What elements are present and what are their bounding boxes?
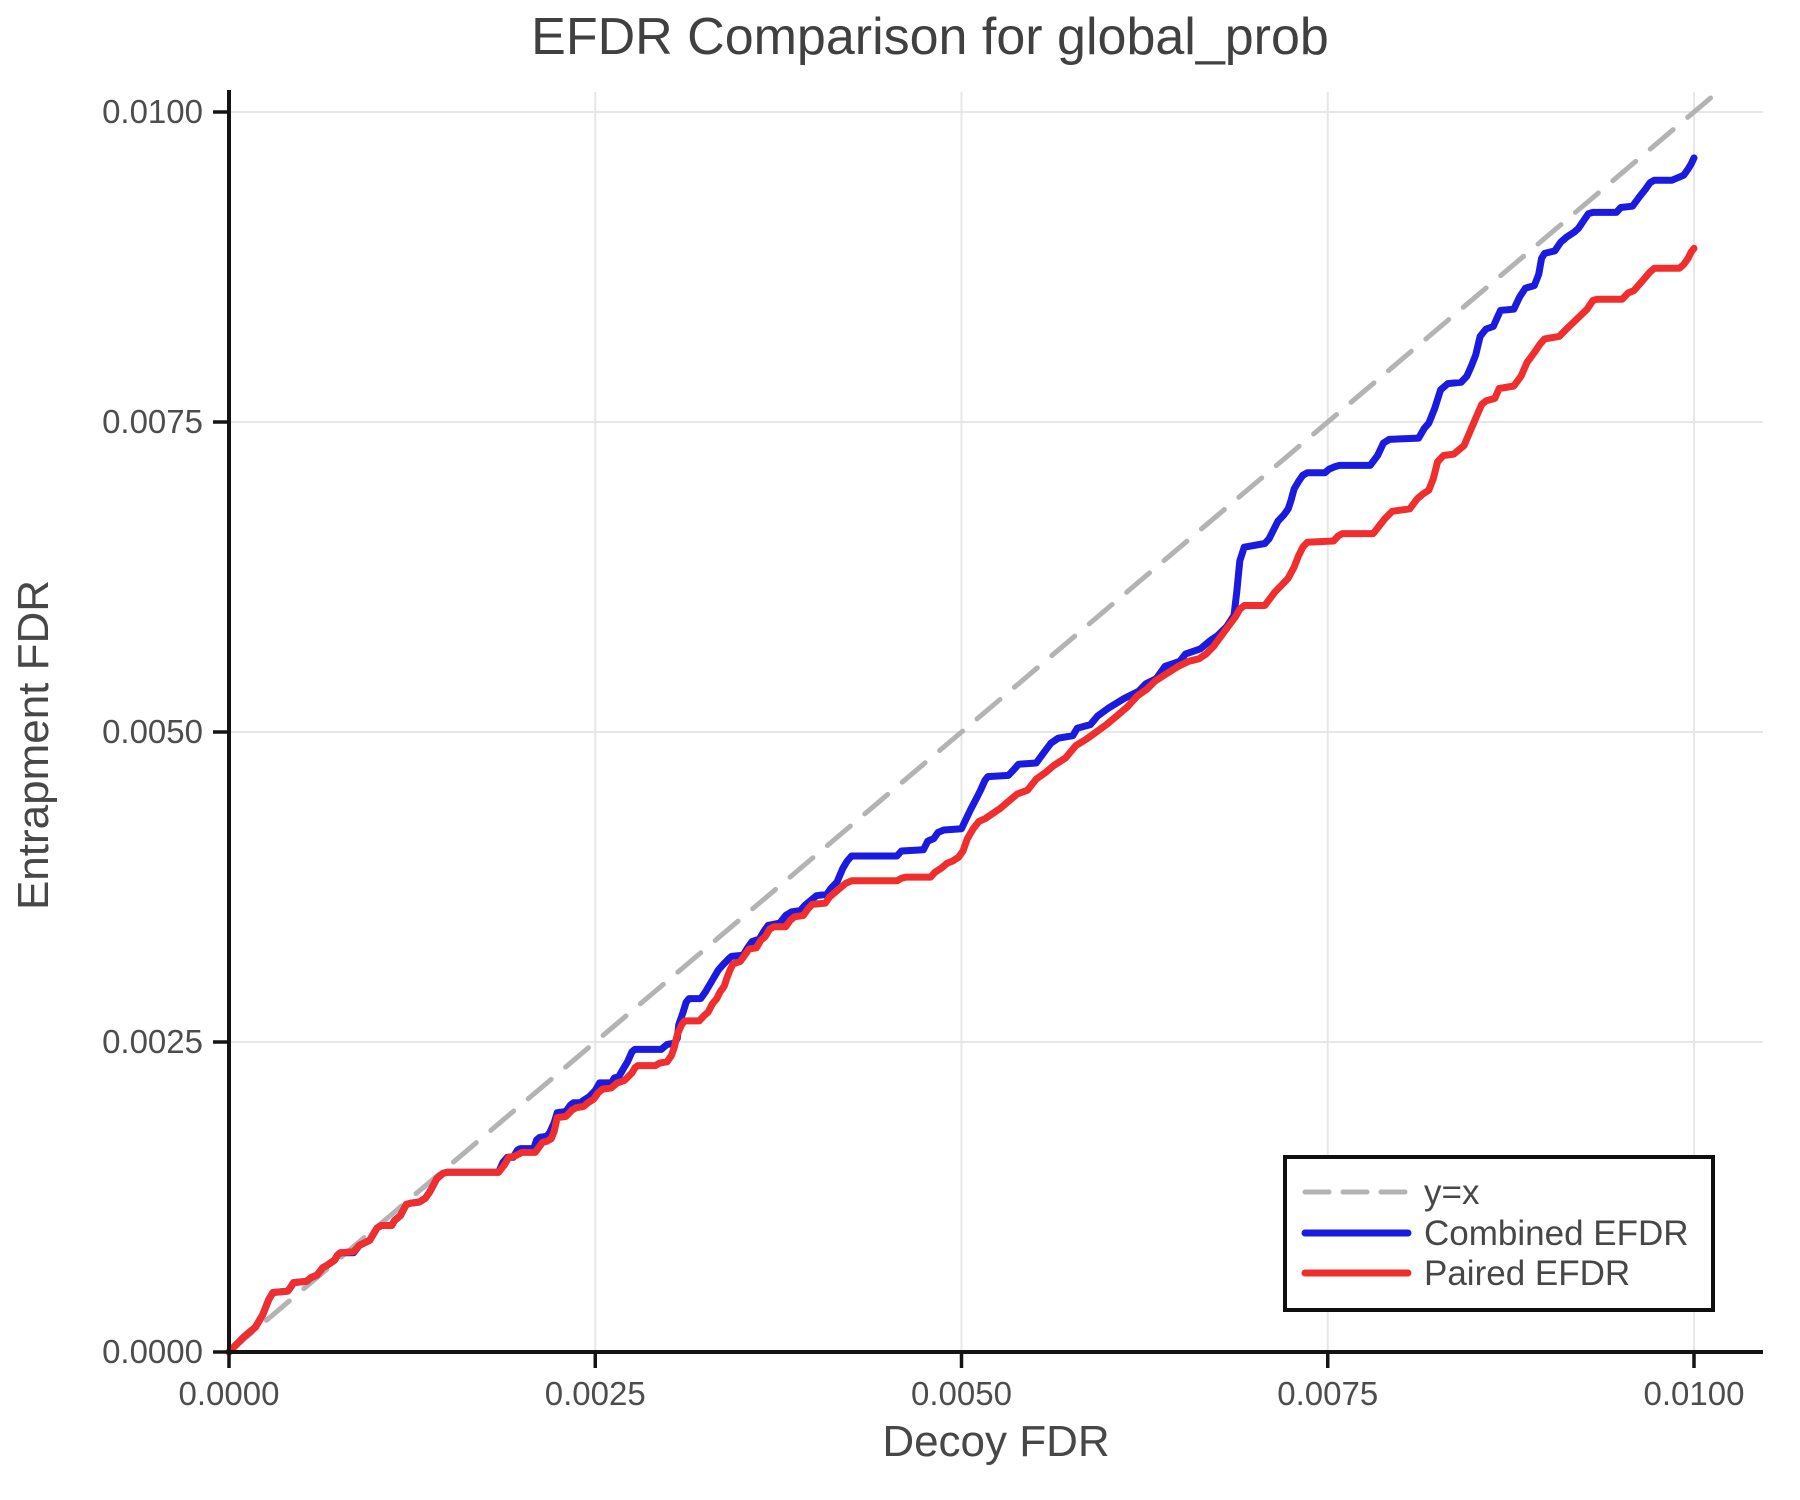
x-tick-label: 0.0025: [545, 1375, 646, 1412]
y-tick-label: 0.0050: [102, 713, 203, 750]
axis-spines: [227, 90, 1763, 1354]
x-tick-label: 0.0075: [1277, 1375, 1378, 1412]
series-lines: [225, 89, 1720, 1356]
series-y-x: [226, 89, 1720, 1355]
legend-label-3: Paired EFDR: [1424, 1254, 1630, 1293]
y-axis-label: Entrapment FDR: [9, 580, 58, 910]
x-axis-label: Decoy FDR: [882, 1417, 1109, 1466]
series-paired-efdr: [225, 244, 1698, 1356]
legend-label-2: Combined EFDR: [1424, 1214, 1689, 1253]
gridlines: [229, 92, 1763, 1352]
y-tick-label: 0.0000: [102, 1333, 203, 1370]
y-tick-label: 0.0025: [102, 1023, 203, 1060]
x-tick-label: 0.0100: [1644, 1375, 1745, 1412]
y-tick-label: 0.0100: [102, 93, 203, 130]
chart-title: EFDR Comparison for global_prob: [531, 8, 1329, 66]
tick-labels: 0.0000 0.0025 0.0050 0.0075 0.0100 0.0000 0.00…: [102, 93, 1744, 1412]
x-tick-label: 0.0050: [911, 1375, 1012, 1412]
tick-marks: [213, 110, 1696, 1368]
x-tick-label: 0.0000: [179, 1375, 280, 1412]
legend-label-1: y=x: [1424, 1173, 1480, 1212]
y-tick-label: 0.0075: [102, 403, 203, 440]
